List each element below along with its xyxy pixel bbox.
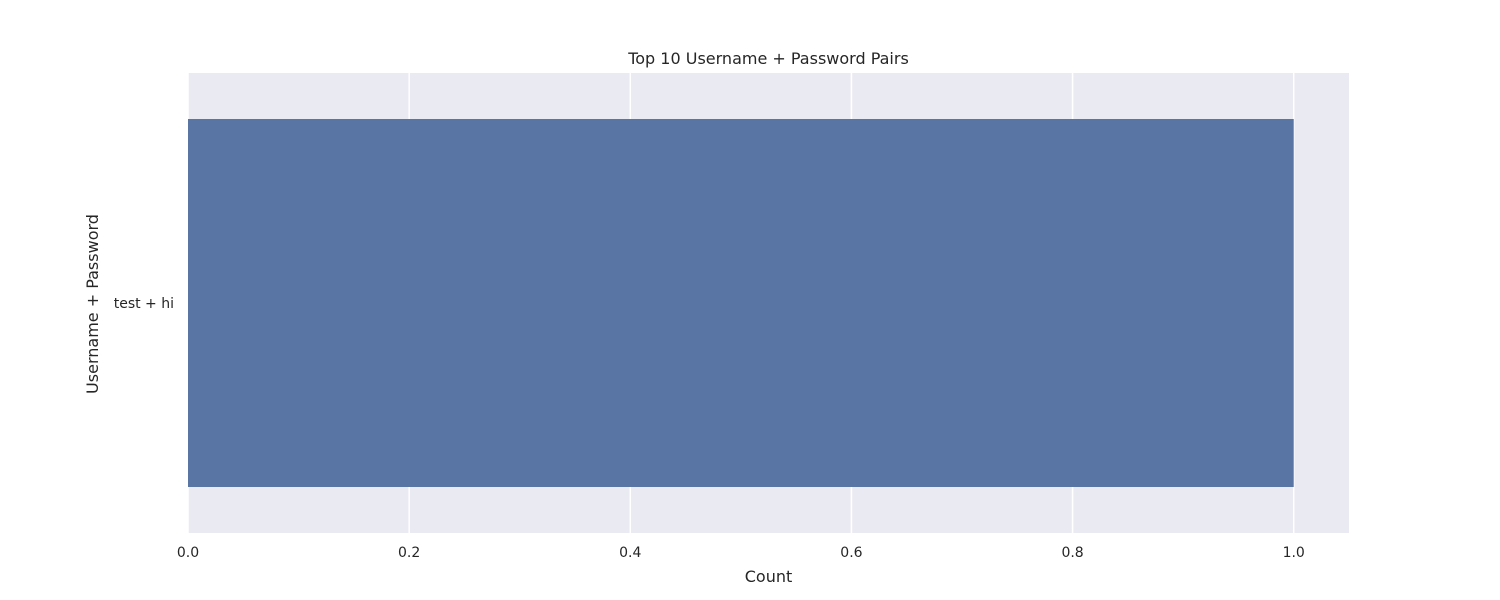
y-axis-label: Username + Password: [83, 214, 102, 394]
x-tick-label: 0.6: [840, 545, 862, 561]
y-tick-label: test + hi: [114, 296, 174, 312]
bar: [188, 119, 1294, 487]
x-tick-label: 1.0: [1283, 545, 1305, 561]
x-tick-label: 0.2: [398, 545, 420, 561]
x-tick-label: 0.0: [177, 545, 199, 561]
x-axis-label: Count: [745, 567, 793, 586]
x-tick-label: 0.8: [1061, 545, 1083, 561]
chart-title: Top 10 Username + Password Pairs: [627, 49, 909, 68]
bars: [188, 119, 1294, 487]
y-tick-labels: test + hi: [114, 296, 174, 312]
x-tick-label: 0.4: [619, 545, 641, 561]
x-tick-labels: 0.0 0.2 0.4 0.6 0.8 1.0: [177, 545, 1305, 561]
